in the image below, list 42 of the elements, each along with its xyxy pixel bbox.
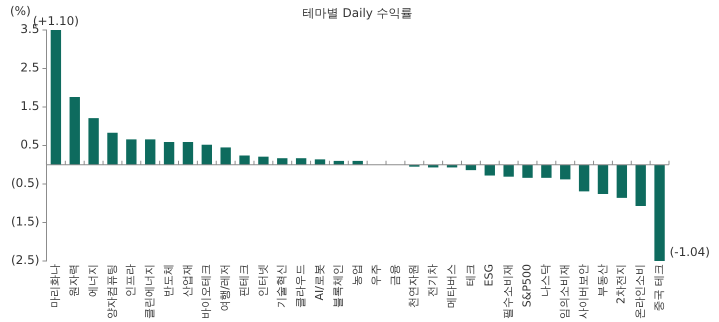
x-tick-label: 테크: [464, 264, 477, 286]
x-tick-label: 여행/레저: [218, 264, 232, 312]
y-tick-label: (0.5): [10, 176, 40, 190]
x-tick-label: 농업: [350, 264, 364, 286]
x-tick-label: 메타버스: [444, 264, 458, 308]
x-tick-label: 산업재: [180, 264, 194, 297]
x-tick-label: 블록체인: [332, 264, 345, 308]
x-tick-label: 인프라: [124, 264, 138, 297]
x-tick-label: 클린에너지: [143, 264, 156, 319]
annotation: (-1.04): [670, 245, 710, 260]
x-tick-label: 반도체: [162, 264, 175, 297]
x-tick-label: 핀테크: [237, 264, 250, 297]
x-tick-label: 부동산: [596, 264, 609, 297]
x-tick-label: 전기차: [426, 264, 440, 297]
x-tick-label: 바이오테크: [200, 264, 213, 319]
chart-title: 테마별 Daily 수익률: [302, 6, 413, 20]
y-tick-label: 1.5: [20, 99, 40, 114]
x-tick-label: 사이버보안: [576, 264, 590, 319]
x-tick-label: 기술혁신: [275, 264, 288, 308]
x-tick-label: 에너지: [86, 264, 100, 297]
x-tick-label: 원자력: [68, 264, 81, 297]
y-tick-label: (2.5): [10, 253, 40, 268]
x-tick-label: 임의소비재: [558, 264, 572, 319]
x-tick-label: AI/로봇: [312, 264, 326, 300]
x-tick-label: 마리화나: [48, 264, 62, 308]
x-tick-label: 천연자원: [407, 264, 420, 308]
y-tick-label: 2.5: [20, 60, 40, 75]
x-tick-label: 금융: [388, 264, 402, 286]
y-axis-title: (%): [10, 4, 31, 18]
x-tick-label: 양자컴퓨팅: [105, 264, 118, 319]
x-tick-label: 나스닥: [539, 264, 552, 297]
x-tick-label: 중국 테크: [652, 264, 666, 312]
y-tick-label: (1.5): [10, 214, 40, 229]
x-tick-label: 온라인소비: [634, 264, 647, 319]
x-tick-label: 필수소비재: [502, 264, 515, 319]
x-tick-label: ESG: [482, 264, 496, 286]
x-tick-label: 우주: [369, 264, 382, 286]
x-tick-label: 클라우드: [294, 264, 307, 308]
x-tick-label: 2차전지: [614, 264, 628, 304]
y-tick-label: 0.5: [20, 138, 40, 152]
x-tick-label: 인터넷: [256, 264, 270, 297]
x-tick-label: S&P500: [520, 264, 534, 308]
